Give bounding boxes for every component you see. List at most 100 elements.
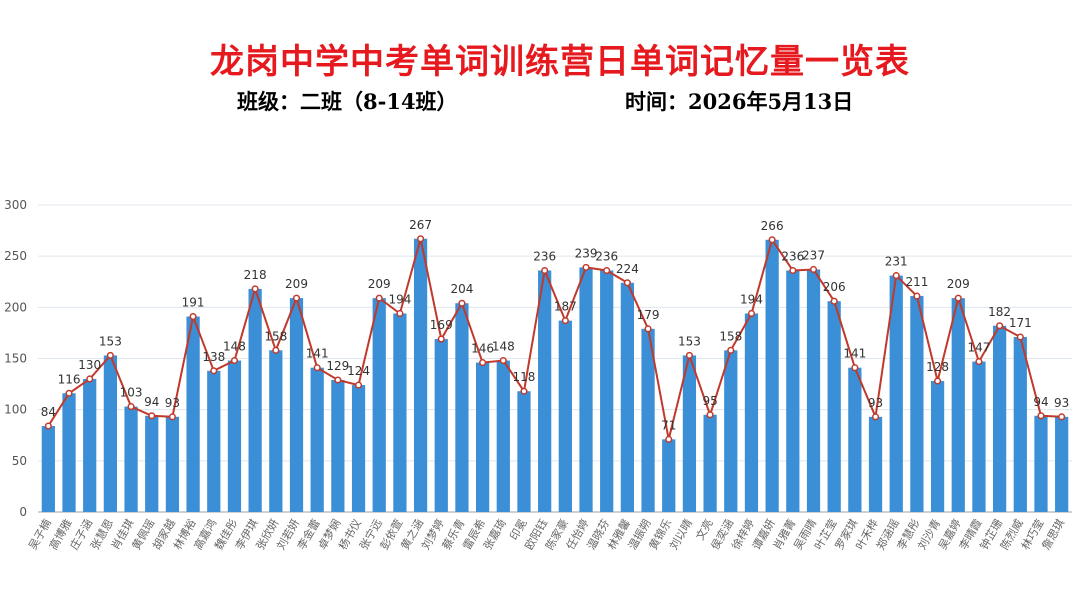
- line-point: [354, 381, 363, 389]
- line-point: [334, 376, 342, 384]
- line-point: [520, 387, 528, 395]
- data-label: 93: [1054, 396, 1069, 410]
- data-label: 153: [678, 334, 701, 348]
- bar: [62, 393, 76, 512]
- bar: [351, 385, 366, 512]
- data-label: 191: [182, 296, 205, 310]
- bar: [600, 270, 614, 512]
- data-label: 218: [244, 268, 267, 282]
- data-label: 71: [661, 418, 676, 432]
- bar: [682, 355, 697, 512]
- data-label: 171: [1009, 316, 1032, 330]
- line-point: [892, 272, 900, 280]
- data-label: 194: [740, 292, 763, 306]
- bar: [641, 328, 655, 512]
- line-point: [1058, 413, 1066, 421]
- line-point: [396, 309, 404, 318]
- data-label: 209: [368, 277, 391, 291]
- bar: [496, 360, 510, 512]
- line-point: [747, 309, 756, 318]
- line-point: [417, 235, 425, 243]
- line-point: [458, 299, 466, 307]
- y-tick-label: 100: [4, 403, 27, 417]
- bar: [476, 362, 490, 512]
- bar: [930, 381, 945, 512]
- data-label: 146: [471, 342, 494, 356]
- data-label: 94: [1033, 395, 1048, 409]
- line-point: [871, 413, 880, 421]
- line-point: [168, 413, 176, 421]
- data-label: 267: [409, 218, 432, 232]
- bar: [186, 316, 200, 512]
- data-label: 236: [595, 249, 618, 263]
- line-point: [148, 412, 156, 420]
- data-label: 124: [347, 364, 370, 378]
- bar: [724, 350, 738, 512]
- bar: [951, 298, 965, 512]
- bar: [620, 282, 634, 512]
- data-label: 204: [450, 282, 473, 296]
- data-label: 182: [988, 305, 1011, 319]
- data-label: 209: [285, 277, 308, 291]
- line-point: [313, 364, 321, 372]
- line-point: [65, 389, 73, 397]
- data-label: 266: [761, 219, 784, 233]
- data-label: 116: [58, 372, 81, 386]
- chart-title: 龙岗中学中考单词训练营日单词记忆量一览表: [210, 42, 910, 82]
- data-label: 148: [223, 340, 246, 354]
- y-tick-label: 0: [19, 505, 27, 519]
- bar: [455, 303, 469, 512]
- bar: [848, 367, 862, 512]
- y-tick-label: 50: [12, 454, 27, 468]
- data-label: 236: [781, 249, 804, 263]
- line-point: [106, 351, 114, 359]
- data-label: 141: [306, 347, 329, 361]
- y-tick-label: 200: [4, 300, 27, 314]
- bar: [765, 239, 779, 512]
- bar: [124, 406, 138, 512]
- line-point: [582, 263, 590, 271]
- data-label: 224: [616, 262, 639, 276]
- line-point: [210, 367, 218, 375]
- data-label: 236: [533, 249, 556, 263]
- line-point: [230, 356, 239, 365]
- line-point: [292, 294, 301, 302]
- data-label: 128: [926, 360, 949, 374]
- bar: [993, 325, 1007, 512]
- bar: [248, 288, 262, 512]
- line-point: [706, 411, 714, 419]
- bar: [910, 296, 924, 512]
- data-label: 148: [492, 340, 515, 354]
- bar: [744, 313, 759, 512]
- data-label: 118: [513, 370, 536, 384]
- line-point: [809, 265, 818, 274]
- bar: [289, 298, 304, 512]
- data-label: 93: [165, 396, 180, 410]
- class-label: 班级：二班（8-14班）: [237, 89, 458, 114]
- bar: [434, 339, 448, 512]
- line-point: [437, 335, 445, 343]
- bar: [579, 267, 593, 512]
- line-point: [975, 358, 983, 366]
- bar: [972, 361, 986, 512]
- bar: [806, 269, 821, 512]
- data-label: 187: [554, 300, 577, 314]
- line-point: [86, 375, 94, 383]
- bar: [558, 320, 572, 512]
- line-point: [830, 297, 838, 305]
- line-point: [251, 285, 259, 293]
- bar: [413, 238, 428, 512]
- bar: [786, 270, 800, 512]
- line-point: [934, 377, 942, 385]
- bar: [662, 439, 676, 512]
- data-label: 147: [967, 341, 990, 355]
- line-point: [727, 346, 735, 354]
- line-point: [685, 351, 693, 359]
- line-point: [1037, 412, 1045, 420]
- data-label: 158: [264, 329, 287, 343]
- bar: [538, 270, 552, 512]
- line-point: [561, 317, 569, 325]
- line-point: [189, 312, 197, 321]
- line-point: [913, 292, 921, 300]
